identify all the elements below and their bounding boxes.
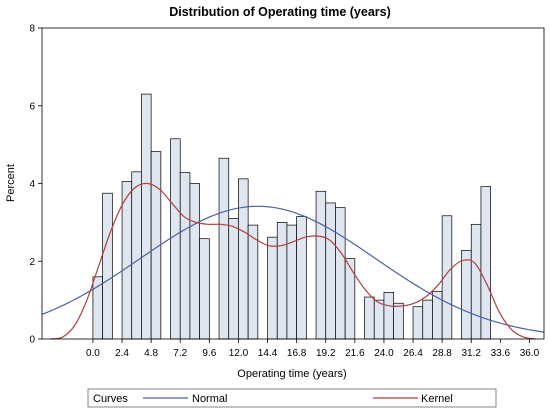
x-tick-label-1: 2.4 [115, 348, 129, 359]
histogram-bar-24 [383, 292, 394, 340]
histogram-bar-19 [325, 202, 336, 340]
x-tick-label-9: 21.6 [345, 348, 365, 359]
histogram-bar-7 [179, 172, 191, 340]
x-tick-label-15: 36.0 [520, 348, 540, 359]
x-tick-label-10: 24.0 [374, 348, 394, 359]
histogram-bar-21 [344, 258, 356, 340]
histogram-bar-8 [189, 183, 200, 340]
histogram-bar-27 [422, 299, 433, 340]
legend-title: Curves [93, 393, 128, 405]
y-tick-label-2: 4 [29, 179, 35, 190]
histogram-bar-20 [335, 207, 346, 340]
histogram-bar-9 [199, 238, 210, 340]
histogram-bar-22 [364, 296, 375, 340]
chart-title: Distribution of Operating time (years) [169, 5, 391, 19]
y-tick-label-3: 6 [29, 101, 35, 112]
x-tick-label-5: 12.0 [229, 348, 249, 359]
histogram-bar-12 [238, 178, 249, 340]
legend-normal-label: Normal [192, 393, 227, 405]
histogram-bar-2 [121, 181, 133, 340]
histogram-bar-28 [432, 291, 443, 340]
legend: Curves Normal Kernel [87, 388, 497, 408]
histogram-bar-15 [276, 222, 288, 340]
histogram-bar-13 [247, 224, 259, 340]
x-tick-label-4: 9.6 [202, 348, 216, 359]
histogram-bar-6 [170, 138, 181, 340]
y-axis-label: Percent [5, 164, 17, 202]
histogram-bar-17 [296, 216, 307, 340]
histogram-bar-1 [102, 192, 113, 340]
histogram-bar-4 [141, 93, 152, 340]
normal-curve [41, 205, 545, 333]
histogram-bar-31 [470, 223, 482, 340]
x-tick-label-13: 31.2 [462, 348, 482, 359]
x-tick-label-14: 33.6 [491, 348, 511, 359]
histogram-bar-3 [131, 171, 142, 340]
y-tick-label-1: 2 [29, 257, 35, 268]
histogram-bar-30 [461, 250, 472, 340]
histogram-bar-23 [373, 299, 385, 340]
histogram-bar-26 [412, 306, 424, 340]
x-tick-label-2: 4.8 [144, 348, 158, 359]
x-tick-label-12: 28.8 [432, 348, 452, 359]
histogram-bar-11 [228, 218, 239, 340]
legend-kernel-label: Kernel [421, 393, 453, 405]
histogram-bar-32 [480, 186, 492, 340]
x-tick-label-0: 0.0 [86, 348, 100, 359]
legend-box [87, 388, 497, 408]
x-tick-label-11: 26.4 [403, 348, 423, 359]
x-tick-label-8: 19.2 [316, 348, 336, 359]
x-tick-label-3: 7.2 [173, 348, 187, 359]
x-axis: 0.0 2.4 4.8 7.2 9.6 12.0 14.4 16.8 19.2 21.6 24.0 2… [86, 339, 540, 359]
histogram-bar-18 [315, 190, 327, 340]
histogram-bar-14 [267, 236, 278, 340]
histogram-bars [92, 93, 492, 340]
kernel-curve [50, 182, 536, 340]
y-tick-label-4: 8 [29, 24, 35, 35]
x-axis-label: Operating time (years) [237, 368, 346, 380]
histogram-bar-10 [218, 157, 230, 340]
x-tick-label-7: 16.8 [287, 348, 307, 359]
histogram-bar-25 [393, 302, 404, 340]
density-curves [41, 182, 545, 340]
x-tick-label-6: 14.4 [258, 348, 278, 359]
y-tick-label-0: 0 [29, 335, 35, 346]
y-axis: 0 2 4 6 8 [29, 24, 42, 346]
